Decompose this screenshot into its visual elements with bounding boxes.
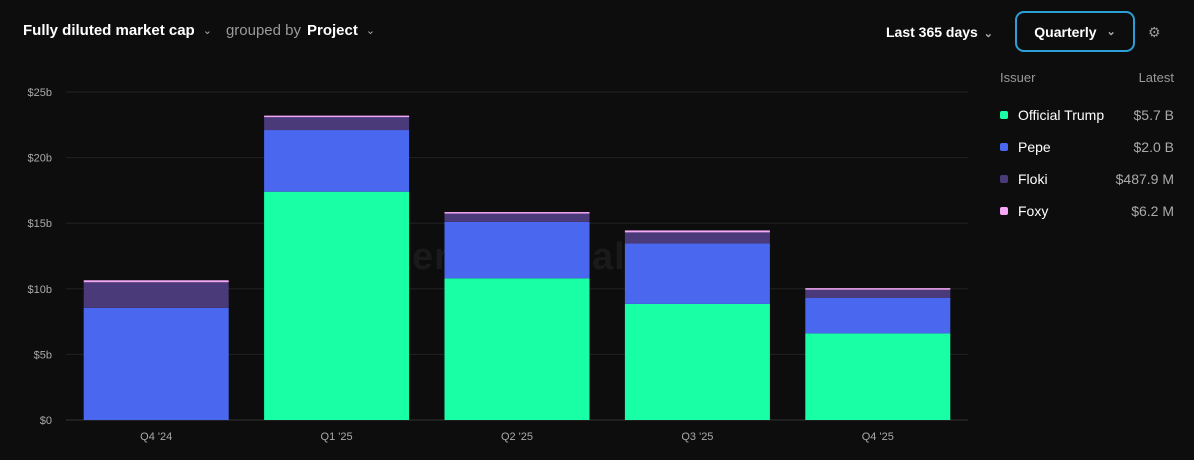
chart-header: Fully diluted market cap ⌄ grouped by Pro… <box>23 22 383 39</box>
bar-segment-floki[interactable] <box>805 288 951 298</box>
legend-swatch <box>1000 111 1008 119</box>
chevron-down-icon: ⌄ <box>1106 26 1116 38</box>
x-tick-label: Q3 '25 <box>681 431 713 443</box>
bar-segment-official-trump[interactable] <box>805 333 951 420</box>
bar-segment-pepe[interactable] <box>444 221 590 279</box>
bar-segment-floki[interactable] <box>264 116 410 131</box>
x-tick-label: Q4 '24 <box>140 431 172 443</box>
chevron-down-icon[interactable]: ⌄ <box>365 25 376 37</box>
bar-segment-floki[interactable] <box>624 232 770 244</box>
bar-segment-pepe[interactable] <box>83 307 229 420</box>
legend-swatch <box>1000 175 1008 183</box>
bar-segment-foxy[interactable] <box>83 280 229 283</box>
legend: Issuer Latest Official Trump $5.7 B Pepe $2.… <box>1000 70 1174 227</box>
legend-name: Foxy <box>1018 203 1049 219</box>
legend-header-issuer: Issuer <box>1000 70 1036 85</box>
legend-item[interactable]: Floki $487.9 M <box>1000 163 1174 195</box>
y-tick-label: $20b <box>28 153 52 165</box>
bar-segment-foxy[interactable] <box>264 115 410 118</box>
legend-name: Pepe <box>1018 139 1051 155</box>
y-tick-label: $10b <box>28 284 52 296</box>
group-selector[interactable]: Project <box>307 22 358 39</box>
bar-segment-official-trump[interactable] <box>624 303 770 420</box>
legend-swatch <box>1000 143 1008 151</box>
bar-segment-foxy[interactable] <box>444 212 590 214</box>
legend-name: Floki <box>1018 171 1048 187</box>
bar-segment-floki[interactable] <box>444 212 590 222</box>
bar-segment-pepe[interactable] <box>264 130 410 192</box>
bar-segment-foxy[interactable] <box>624 230 770 233</box>
metric-selector[interactable]: Fully diluted market cap <box>23 22 195 39</box>
interval-selector[interactable]: Quarterly ⌄ <box>1015 11 1135 52</box>
range-selector[interactable]: Last 365 days ⌄ <box>886 24 1001 40</box>
bar-segment-pepe[interactable] <box>624 243 770 304</box>
legend-name: Official Trump <box>1018 107 1105 123</box>
bar-segment-official-trump[interactable] <box>444 278 590 420</box>
bar-segment-official-trump[interactable] <box>264 191 410 420</box>
legend-value: $5.7 B <box>1133 107 1174 123</box>
legend-value: $6.2 M <box>1131 203 1174 219</box>
y-tick-label: $15b <box>28 218 52 230</box>
chevron-down-icon: ⌄ <box>983 28 993 40</box>
chevron-down-icon[interactable]: ⌄ <box>202 25 212 37</box>
bar-segment-foxy[interactable] <box>805 288 951 290</box>
interval-label: Quarterly <box>1034 23 1097 40</box>
x-tick-label: Q2 '25 <box>501 431 533 443</box>
legend-value: $2.0 B <box>1133 139 1174 155</box>
range-label: Last 365 days <box>886 24 978 40</box>
legend-item[interactable]: Foxy $6.2 M <box>1000 195 1174 227</box>
x-tick-label: Q4 '25 <box>862 431 894 443</box>
y-tick-label: $0 <box>40 415 52 427</box>
y-tick-label: $25b <box>28 87 52 99</box>
legend-item[interactable]: Pepe $2.0 B <box>1000 131 1174 163</box>
legend-header-latest: Latest <box>1138 70 1174 85</box>
bar-chart: $0 $5b $10b $15b $20b $25b Q4 '24 Q1 '25 Q2 '25 Q… <box>28 87 968 443</box>
legend-swatch <box>1000 207 1008 215</box>
x-tick-label: Q1 '25 <box>321 431 353 443</box>
y-tick-label: $5b <box>34 349 52 361</box>
bar-segment-floki[interactable] <box>83 282 229 308</box>
legend-item[interactable]: Official Trump $5.7 B <box>1000 99 1174 131</box>
bar-segment-pepe[interactable] <box>805 297 951 334</box>
gear-icon[interactable]: ⚙ <box>1148 24 1161 40</box>
legend-value: $487.9 M <box>1115 171 1174 187</box>
grouped-by-label: grouped by <box>225 22 301 39</box>
